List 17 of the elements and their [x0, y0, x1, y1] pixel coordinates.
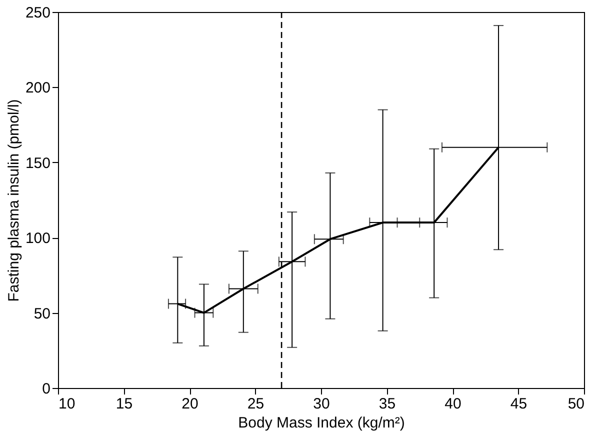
x-tick-label: 50 — [568, 396, 584, 412]
x-tick-label: 30 — [313, 396, 330, 412]
x-tick-label: 25 — [247, 396, 264, 412]
x-tick-label: 10 — [58, 396, 76, 412]
x-tick-label: 35 — [378, 396, 396, 412]
x-tick-label: 20 — [182, 396, 198, 412]
y-tick-label: 100 — [25, 230, 50, 248]
y-tick-label: 0 — [42, 380, 50, 398]
x-tick-label: 45 — [510, 396, 528, 412]
x-tick-label: 15 — [116, 396, 133, 412]
y-tick-label: 50 — [34, 305, 50, 322]
x-tick-label: 40 — [444, 396, 462, 412]
y-tick-label: 200 — [25, 80, 50, 97]
y-tick-label: 250 — [25, 4, 50, 22]
x-axis-title: Body Mass Index (kg/m²) — [238, 414, 405, 432]
y-axis-title: Fasting plasma insulin (pmol/l) — [5, 99, 22, 302]
y-tick-label: 150 — [25, 154, 50, 172]
